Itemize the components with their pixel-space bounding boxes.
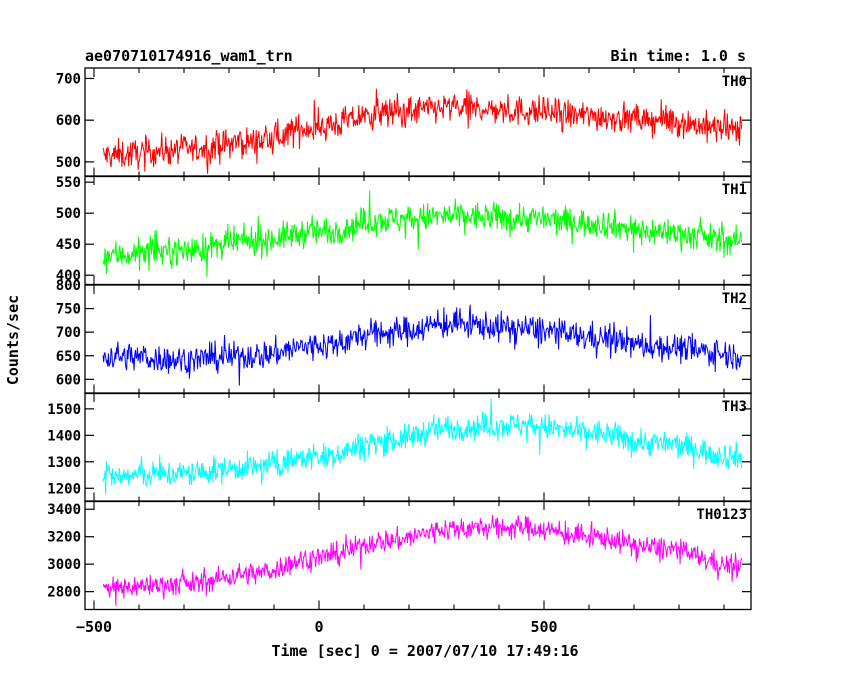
y-tick-label: 3400 bbox=[47, 502, 81, 518]
y-tick-label: 750 bbox=[56, 302, 81, 318]
panel-th3: 1200 1300 1400 1500 TH3 bbox=[47, 392, 752, 503]
series-label-th3: TH3 bbox=[722, 399, 747, 415]
y-tick-label: 3000 bbox=[47, 557, 81, 573]
y-tick-label: 600 bbox=[56, 372, 81, 388]
series-label-th0123: TH0123 bbox=[696, 507, 747, 523]
panel-th0123: 2800 3000 3200 3400 TH0123 bbox=[47, 500, 752, 611]
panel-th0: 500 600 700 TH0 bbox=[56, 67, 752, 178]
series-line-th0 bbox=[102, 88, 743, 174]
y-tick-label: 400 bbox=[56, 268, 81, 284]
y-tick-label: 800 bbox=[56, 278, 81, 294]
y-tick-label: 500 bbox=[56, 206, 81, 222]
chart-subtitle: Bin time: 1.0 s bbox=[611, 47, 746, 65]
chart-title: ae070710174916_wam1_trn bbox=[85, 47, 293, 65]
series-line-th2 bbox=[102, 304, 743, 386]
panel-th2: 600 650 700 750 800 TH2 bbox=[56, 278, 752, 395]
y-tick-label: 700 bbox=[56, 325, 81, 341]
y-tick-label: 2800 bbox=[47, 585, 81, 601]
y-tick-label: 650 bbox=[56, 349, 81, 365]
series-line-th0123 bbox=[102, 514, 743, 606]
y-tick-label: 3200 bbox=[47, 530, 81, 546]
y-tick-label: 1400 bbox=[47, 428, 81, 444]
x-tick-label: −500 bbox=[76, 618, 112, 636]
panel-frame bbox=[84, 500, 752, 611]
series-label-th2: TH2 bbox=[722, 291, 747, 307]
y-tick-label: 1200 bbox=[47, 481, 81, 497]
series-line-th1 bbox=[102, 190, 743, 278]
series-label-th1: TH1 bbox=[722, 182, 747, 198]
series-line-th3 bbox=[102, 397, 743, 495]
y-tick-label: 600 bbox=[56, 113, 81, 129]
y-tick-label: 1300 bbox=[47, 455, 81, 471]
x-tick-label: 500 bbox=[530, 618, 557, 636]
panels-group: 500 600 700 TH0 400 450 500 550 TH1 600 650 700 750 8… bbox=[47, 67, 752, 636]
panel-th1: 400 450 500 550 TH1 bbox=[56, 175, 752, 286]
y-tick-label: 1500 bbox=[47, 402, 81, 418]
y-tick-label: 700 bbox=[56, 71, 81, 87]
x-tick-label: 0 bbox=[314, 618, 323, 636]
y-tick-label: 450 bbox=[56, 237, 81, 253]
y-axis-label: Counts/sec bbox=[4, 295, 22, 385]
x-axis-label: Time [sec] 0 = 2007/07/10 17:49:16 bbox=[271, 642, 578, 660]
series-label-th0: TH0 bbox=[722, 74, 747, 90]
y-tick-label: 500 bbox=[56, 155, 81, 171]
y-tick-label: 550 bbox=[56, 175, 81, 191]
